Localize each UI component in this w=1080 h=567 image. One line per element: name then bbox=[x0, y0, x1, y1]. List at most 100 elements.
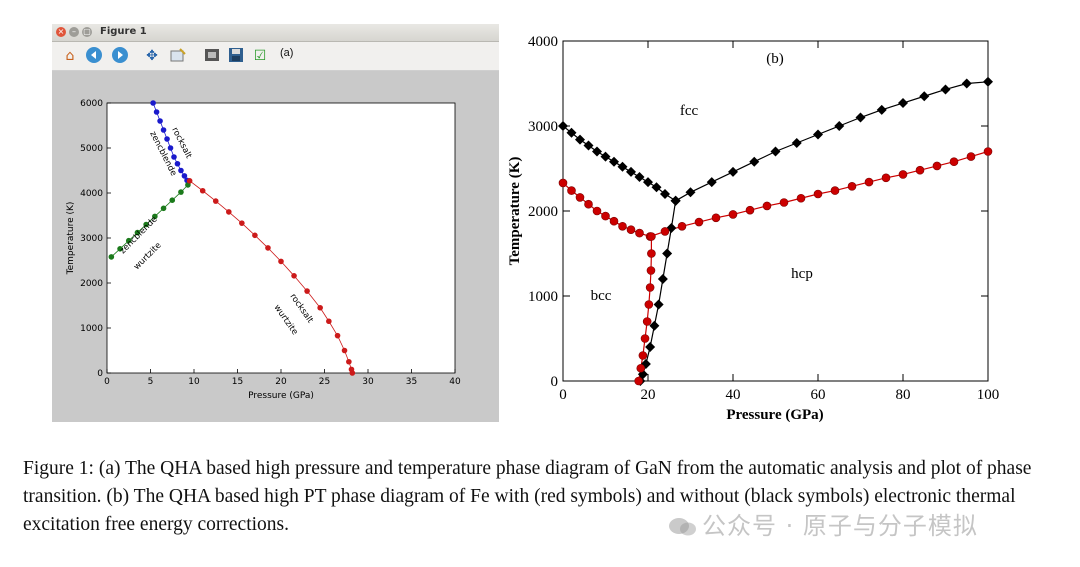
series-line-b bbox=[675, 81, 989, 202]
check-icon[interactable]: ☑ bbox=[253, 48, 267, 64]
window-titlebar: × – ▢ Figure 1 bbox=[52, 24, 499, 42]
data-point-a bbox=[265, 245, 271, 251]
data-point-b bbox=[745, 205, 755, 215]
data-point-b bbox=[558, 178, 568, 188]
data-point-b bbox=[634, 376, 643, 386]
data-point-b bbox=[636, 363, 646, 373]
data-point-b bbox=[949, 157, 959, 166]
data-point-b bbox=[847, 182, 857, 191]
y-axis-label-a: Temperature (K) bbox=[66, 202, 76, 276]
x-tick-label-b: 40 bbox=[726, 387, 741, 403]
data-point-b bbox=[609, 216, 619, 226]
data-point-a bbox=[164, 136, 170, 142]
data-point-b bbox=[567, 186, 576, 195]
data-point-b bbox=[940, 84, 951, 95]
x-tick-label-a: 0 bbox=[104, 377, 110, 387]
data-point-b bbox=[617, 161, 628, 172]
data-point-b bbox=[813, 129, 823, 140]
caption-text: Figure 1: (a) The QHA based high pressur… bbox=[23, 458, 1032, 535]
data-point-b bbox=[566, 127, 577, 138]
data-point-a bbox=[108, 254, 115, 260]
data-point-a bbox=[341, 347, 348, 354]
maximize-icon[interactable]: ▢ bbox=[82, 27, 92, 37]
x-tick-label-a: 10 bbox=[188, 377, 200, 387]
data-point-b bbox=[575, 193, 585, 202]
data-point-a bbox=[199, 187, 206, 194]
x-tick-label-a: 30 bbox=[362, 377, 374, 387]
data-point-b bbox=[660, 227, 670, 236]
data-point-a bbox=[291, 273, 297, 279]
figure-toolbar: ⌂ ✥ ☑ (a) bbox=[52, 42, 499, 71]
data-point-b bbox=[626, 225, 636, 234]
data-point-a bbox=[171, 154, 177, 160]
data-point-a bbox=[334, 332, 341, 339]
pan-icon[interactable]: ✥ bbox=[146, 48, 158, 64]
zoom-icon[interactable] bbox=[202, 46, 222, 66]
data-point-b bbox=[649, 320, 660, 331]
x-axis-label-a: Pressure (GPa) bbox=[248, 391, 314, 401]
data-point-b bbox=[647, 232, 656, 241]
data-point-a bbox=[212, 198, 219, 204]
data-point-b bbox=[660, 189, 670, 199]
x-tick-label-a: 25 bbox=[319, 377, 330, 387]
back-icon[interactable] bbox=[84, 46, 104, 66]
minimize-icon[interactable]: – bbox=[69, 27, 79, 37]
data-point-b bbox=[961, 78, 972, 89]
y-axis-label-b: Temperature (K) bbox=[507, 157, 523, 266]
home-icon[interactable]: ⌂ bbox=[65, 48, 75, 64]
data-point-b bbox=[645, 283, 655, 292]
data-point-b bbox=[855, 112, 866, 123]
data-point-a bbox=[157, 118, 163, 124]
x-tick-label-a: 5 bbox=[148, 377, 154, 387]
data-point-a bbox=[174, 160, 181, 167]
data-point-b bbox=[600, 151, 611, 162]
data-point-b bbox=[662, 248, 673, 259]
data-point-a bbox=[304, 288, 310, 294]
watermark: 公众号 · 原子与分子模拟 bbox=[668, 506, 978, 541]
data-point-a bbox=[252, 232, 258, 239]
data-point-b bbox=[749, 156, 760, 167]
data-point-b bbox=[728, 166, 738, 177]
data-point-b bbox=[651, 182, 662, 193]
data-point-b bbox=[791, 138, 802, 148]
region-label-hcp: hcp bbox=[791, 266, 813, 282]
x-tick-label-b: 60 bbox=[811, 387, 826, 403]
x-axis-label-b: Pressure (GPa) bbox=[726, 407, 823, 423]
data-point-b bbox=[642, 317, 652, 326]
wechat-icon bbox=[669, 518, 696, 536]
window-title: Figure 1 bbox=[100, 26, 147, 37]
y-tick-label-a: 6000 bbox=[80, 99, 103, 109]
data-point-a bbox=[178, 189, 184, 195]
save-icon[interactable] bbox=[226, 46, 246, 66]
y-tick-label-a: 1000 bbox=[80, 324, 103, 334]
configure-subplots-icon[interactable] bbox=[168, 46, 188, 66]
y-tick-label-a: 4000 bbox=[80, 189, 103, 199]
figure-a-window: × – ▢ Figure 1 ⌂ ✥ ☑ (a) 0 5 10 15 20 25 30 35 4… bbox=[52, 24, 499, 422]
close-icon[interactable]: × bbox=[56, 27, 66, 37]
data-point-b bbox=[558, 121, 568, 131]
data-point-b bbox=[779, 198, 789, 207]
x-tick-label-a: 15 bbox=[232, 377, 243, 387]
data-point-b bbox=[634, 172, 645, 182]
data-point-a bbox=[134, 229, 141, 236]
data-point-a bbox=[349, 370, 356, 376]
data-point-a bbox=[150, 100, 156, 106]
data-point-a bbox=[346, 358, 352, 365]
data-point-b bbox=[635, 228, 644, 238]
data-point-b bbox=[670, 195, 681, 206]
data-point-b bbox=[618, 222, 627, 231]
chart-a: 0 5 10 15 20 25 30 35 40 0 1000 2000 3000 4000 5000 600… bbox=[66, 99, 461, 401]
data-point-b bbox=[796, 193, 806, 203]
plot-area-a bbox=[106, 102, 456, 374]
panel-label-a: (a) bbox=[280, 47, 294, 59]
data-point-b bbox=[728, 210, 738, 219]
forward-icon[interactable] bbox=[110, 46, 130, 66]
data-point-a bbox=[239, 220, 245, 226]
y-tick-label-a: 3000 bbox=[80, 234, 103, 244]
y-tick-label-b: 1000 bbox=[528, 289, 558, 305]
data-point-b bbox=[932, 161, 942, 171]
y-tick-label-b: 2000 bbox=[528, 204, 558, 220]
series-line-a bbox=[111, 184, 189, 258]
plot-area-b bbox=[562, 40, 989, 382]
